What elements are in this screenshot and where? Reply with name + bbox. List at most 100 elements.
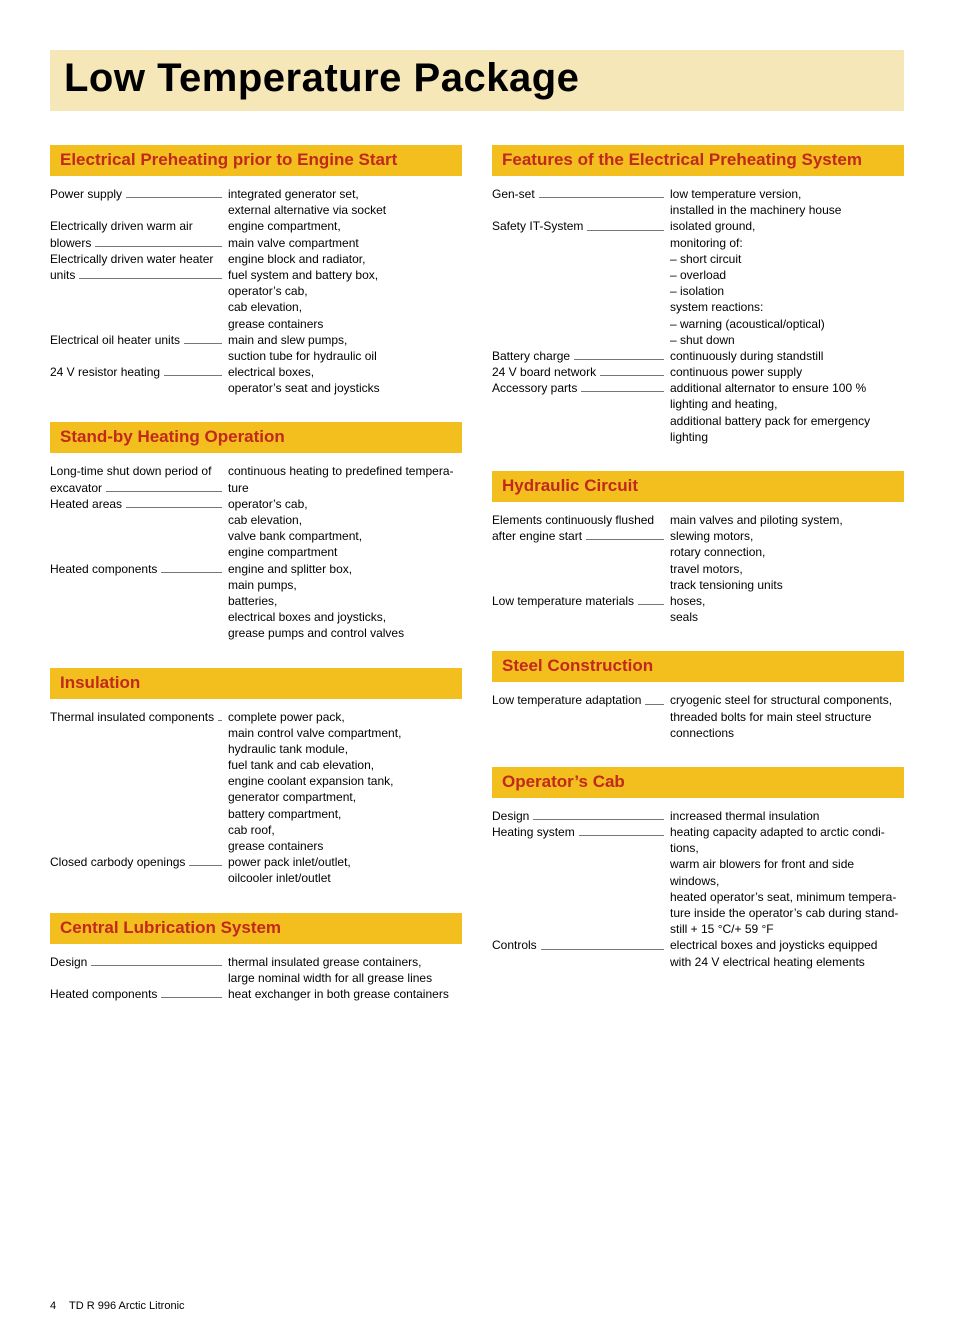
spec-value-line: power pack inlet/outlet, — [228, 854, 462, 870]
spec-value-line: windows, — [670, 873, 904, 889]
spec-label-text: Battery charge — [492, 349, 570, 363]
spec-value-line: generator compartment, — [228, 789, 462, 805]
spec-label-text: Design — [492, 809, 529, 823]
spec-value-line: operator’s cab, — [228, 496, 462, 512]
spec-value-line: integrated generator set, — [228, 186, 462, 202]
leader-rule — [126, 507, 222, 508]
spec-row: Battery chargecontinuously during stands… — [492, 348, 904, 364]
spec-value-line: grease containers — [228, 316, 462, 332]
section-header: Stand-by Heating Operation — [50, 422, 462, 453]
spec-value-line: electrical boxes and joysticks equipped — [670, 937, 904, 953]
spec-value-line: engine block and radiator, — [228, 251, 462, 267]
page-title: Low Temperature Package — [64, 56, 890, 101]
spec-label: Heated components — [50, 561, 228, 577]
spec-label-text: Heated components — [50, 562, 157, 576]
spec-row: Power supplyintegrated generator set,ext… — [50, 186, 462, 218]
spec-row: Thermal insulated componentscomplete pow… — [50, 709, 462, 855]
spec-value-line: additional alternator to ensure 100 % — [670, 380, 904, 396]
leader-rule — [539, 197, 664, 198]
spec-value: electrical boxes,operator’s seat and joy… — [228, 364, 462, 396]
leader-rule — [218, 720, 222, 721]
spec-label-text: Controls — [492, 938, 537, 952]
spec-value-line: battery compartment, — [228, 806, 462, 822]
footer-page-number: 4 — [50, 1300, 56, 1312]
spec-value-line: heating capacity adapted to arctic condi… — [670, 824, 904, 840]
spec-section: InsulationThermal insulated componentsco… — [50, 668, 462, 887]
section-header: Hydraulic Circuit — [492, 471, 904, 502]
spec-value-line: ture inside the operator’s cab during st… — [670, 905, 904, 921]
spec-row: Heated areasoperator’s cab,cab elevation… — [50, 496, 462, 561]
spec-label: Controls — [492, 937, 670, 953]
spec-label: Accessory parts — [492, 380, 670, 396]
spec-value-line: hoses, — [670, 593, 904, 609]
spec-value-line: fuel system and battery box, — [228, 267, 462, 283]
spec-value-line: cab elevation, — [228, 512, 462, 528]
spec-value: heat exchanger in both grease containers — [228, 986, 462, 1002]
section-title: Features of the Electrical Preheating Sy… — [502, 150, 894, 170]
spec-label-text: 24 V board network — [492, 365, 596, 379]
spec-label: Thermal insulated components — [50, 709, 228, 725]
spec-label: Gen-set — [492, 186, 670, 202]
spec-label: Closed carbody openings — [50, 854, 228, 870]
spec-value: power pack inlet/outlet,oilcooler inlet/… — [228, 854, 462, 886]
spec-value-line: continuous power supply — [670, 364, 904, 380]
spec-label: Power supply — [50, 186, 228, 202]
spec-section: Features of the Electrical Preheating Sy… — [492, 145, 904, 445]
spec-value-line: engine compartment — [228, 544, 462, 560]
footer-doc-id: TD R 996 Arctic Litronic — [69, 1300, 185, 1312]
left-column: Electrical Preheating prior to Engine St… — [50, 145, 462, 1028]
spec-label: Low temperature materials — [492, 593, 670, 609]
spec-value-line: grease pumps and control valves — [228, 625, 462, 641]
leader-rule — [184, 343, 222, 344]
spec-value-line: engine compartment, — [228, 218, 462, 234]
leader-rule — [574, 359, 664, 360]
spec-value-line: – shut down — [670, 332, 904, 348]
spec-row: Safety IT-Systemisolated ground,monitori… — [492, 218, 904, 348]
spec-section: Steel Construction Low temperature adapta… — [492, 651, 904, 741]
spec-value-line: low temperature version, — [670, 186, 904, 202]
spec-value-line: heat exchanger in both grease containers — [228, 986, 462, 1002]
spec-label: Low temperature adaptation — [492, 692, 670, 708]
section-header: Steel Construction — [492, 651, 904, 682]
leader-rule — [645, 704, 664, 705]
section-title: Hydraulic Circuit — [502, 476, 894, 496]
leader-rule — [587, 230, 664, 231]
spec-label: Electrically driven water heater units — [50, 251, 228, 283]
spec-value-line: batteries, — [228, 593, 462, 609]
spec-value: thermal insulated grease containers,larg… — [228, 954, 462, 986]
spec-value: heating capacity adapted to arctic condi… — [670, 824, 904, 937]
spec-value: additional alternator to ensure 100 %lig… — [670, 380, 904, 445]
spec-row: Controls electrical boxes and joysticks e… — [492, 937, 904, 969]
spec-label: Design — [50, 954, 228, 970]
spec-row: Design increased thermal insulation — [492, 808, 904, 824]
spec-value-line: ture — [228, 480, 462, 496]
section-header: Operator’s Cab — [492, 767, 904, 798]
spec-value-line: main valves and piloting system, — [670, 512, 904, 528]
spec-value-line: connections — [670, 725, 904, 741]
spec-value-line: additional battery pack for emergency — [670, 413, 904, 429]
spec-row: 24 V board network continuous power suppl… — [492, 364, 904, 380]
spec-label-text: Closed carbody openings — [50, 855, 185, 869]
spec-value-line: monitoring of: — [670, 235, 904, 251]
spec-value-line: thermal insulated grease containers, — [228, 954, 462, 970]
spec-value: isolated ground,monitoring of:– short ci… — [670, 218, 904, 348]
spec-value-line: main control valve compartment, — [228, 725, 462, 741]
spec-row: Accessory partsadditional alternator to … — [492, 380, 904, 445]
spec-value-line: oilcooler inlet/outlet — [228, 870, 462, 886]
spec-value: operator’s cab,cab elevation,valve bank … — [228, 496, 462, 561]
spec-row: Elements continuously flushed after engi… — [492, 512, 904, 593]
spec-value-line: track tensioning units — [670, 577, 904, 593]
spec-value-line: suction tube for hydraulic oil — [228, 348, 462, 364]
spec-value-line: main and slew pumps, — [228, 332, 462, 348]
spec-section: Stand-by Heating OperationLong-time shut… — [50, 422, 462, 641]
section-title: Steel Construction — [502, 656, 894, 676]
section-title: Operator’s Cab — [502, 772, 894, 792]
spec-row: Electrically driven water heater unitsen… — [50, 251, 462, 332]
spec-row: Low temperature materialshoses,seals — [492, 593, 904, 625]
spec-label-text: Design — [50, 955, 87, 969]
spec-label: Electrical oil heater units — [50, 332, 228, 348]
spec-row: Electrical oil heater unitsmain and slew… — [50, 332, 462, 364]
spec-value-line: cryogenic steel for structural component… — [670, 692, 904, 708]
spec-label-text: Power supply — [50, 187, 122, 201]
spec-value: increased thermal insulation — [670, 808, 904, 824]
